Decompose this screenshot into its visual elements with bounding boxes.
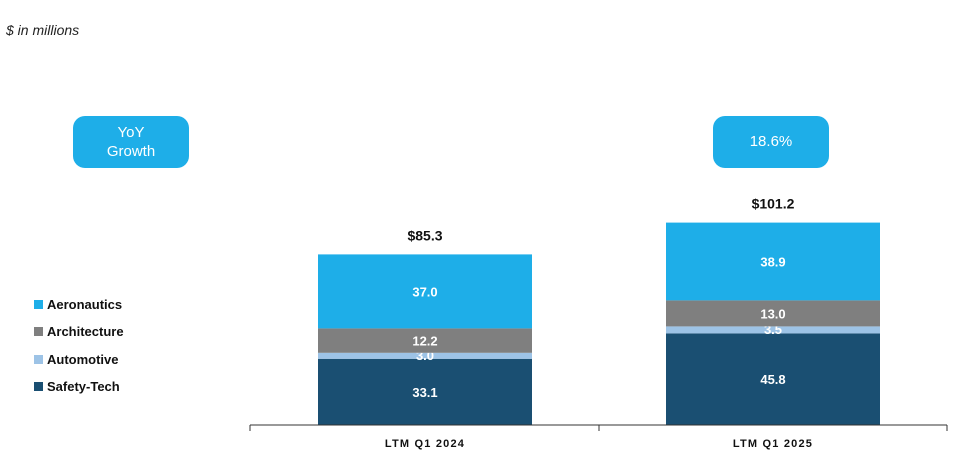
- data-label-aeronautics-ltm-q1-2024: 37.0: [412, 284, 437, 299]
- bar-segment-automotive-ltm-q1-2025: [666, 326, 880, 334]
- bar-segment-aeronautics-ltm-q1-2025: [666, 222, 880, 301]
- legend-swatch-aeronautics: [34, 300, 43, 310]
- category-label-ltm-q1-2025: LTM Q1 2025: [733, 438, 813, 450]
- data-label-architecture-ltm-q1-2024: 12.2: [412, 334, 437, 349]
- legend-item-automotive: Automotive: [34, 346, 124, 373]
- data-label-architecture-ltm-q1-2025: 13.0: [760, 306, 785, 321]
- legend-label-automotive: Automotive: [47, 351, 119, 367]
- legend-item-aeronautics: Aeronautics: [34, 291, 124, 318]
- legend-item-architecture: Architecture: [34, 318, 124, 345]
- legend-label-architecture: Architecture: [47, 324, 124, 340]
- legend-label-safety-tech: Safety-Tech: [47, 379, 120, 395]
- bar-segment-safety-tech-ltm-q1-2024: [318, 358, 532, 425]
- data-label-aeronautics-ltm-q1-2025: 38.9: [760, 255, 785, 270]
- yoy-growth-value-badge: 18.6%: [713, 116, 829, 168]
- legend-label-aeronautics: Aeronautics: [47, 297, 123, 313]
- data-label-safety-tech-ltm-q1-2025: 45.8: [760, 372, 785, 387]
- category-label-ltm-q1-2024: LTM Q1 2024: [385, 438, 465, 450]
- legend-swatch-architecture: [34, 327, 43, 337]
- bar-segment-aeronautics-ltm-q1-2024: [318, 254, 532, 329]
- bar-segment-safety-tech-ltm-q1-2025: [666, 333, 880, 425]
- total-label-ltm-q1-2025: $101.2: [752, 196, 795, 212]
- yoy-growth-label-badge: YoY Growth: [73, 116, 189, 168]
- bar-segment-architecture-ltm-q1-2025: [666, 300, 880, 327]
- units-note: $ in millions: [6, 22, 80, 38]
- bar-segment-architecture-ltm-q1-2024: [318, 328, 532, 353]
- data-label-safety-tech-ltm-q1-2024: 33.1: [412, 385, 437, 400]
- legend-swatch-safety-tech: [34, 382, 43, 392]
- total-label-ltm-q1-2024: $85.3: [407, 227, 442, 243]
- legend-swatch-automotive: [34, 354, 43, 364]
- chart-legend: Aeronautics Architecture Automotive Safe…: [34, 291, 124, 400]
- legend-item-safety-tech: Safety-Tech: [34, 373, 124, 400]
- bar-segment-automotive-ltm-q1-2024: [318, 352, 532, 359]
